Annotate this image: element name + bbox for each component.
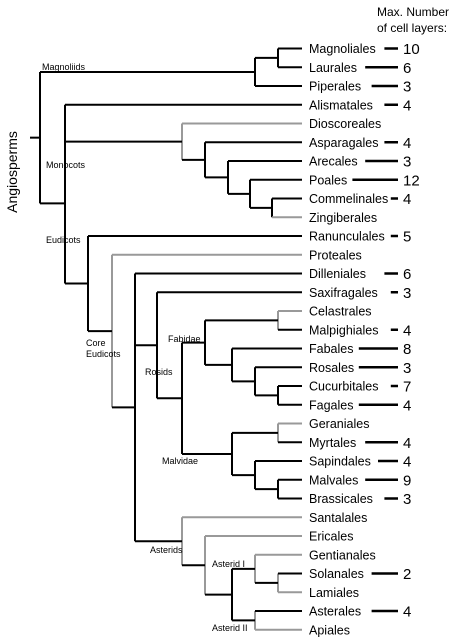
layer-count: 5 bbox=[403, 229, 411, 246]
layer-count: 6 bbox=[403, 266, 411, 283]
taxon-label: Apiales bbox=[309, 623, 350, 637]
taxon-label: Piperales bbox=[309, 80, 361, 94]
layer-count: 4 bbox=[403, 454, 411, 471]
taxon-label: Arecales bbox=[309, 155, 358, 169]
taxon-label: Fabales bbox=[309, 342, 353, 356]
taxon-label: Asparagales bbox=[309, 136, 379, 150]
taxon-label: Ranunculales bbox=[309, 230, 385, 244]
taxon-label: Lamiales bbox=[309, 586, 359, 600]
taxa-list: Magnoliales 10 Laurales 6 Piperales 3 Alismata… bbox=[309, 41, 420, 637]
clade-label-asterid-2: Asterid II bbox=[212, 623, 248, 633]
layer-count: 3 bbox=[403, 154, 411, 171]
layer-count: 4 bbox=[403, 322, 411, 339]
clade-label-core-line2: Eudicots bbox=[86, 349, 121, 359]
clade-label-monocots: Monocots bbox=[46, 160, 86, 170]
layer-count: 4 bbox=[403, 97, 411, 114]
layer-count: 9 bbox=[403, 472, 411, 489]
taxon-label: Rosales bbox=[309, 361, 354, 375]
clade-label-eudicots: Eudicots bbox=[46, 235, 81, 245]
taxon-label: Brassicales bbox=[309, 492, 373, 506]
layer-count: 4 bbox=[403, 191, 411, 208]
layer-count: 12 bbox=[403, 172, 420, 189]
clade-label-rosids: Rosids bbox=[145, 367, 173, 377]
taxon-label: Proteales bbox=[309, 248, 362, 262]
layer-count: 6 bbox=[403, 60, 411, 77]
taxon-label: Asterales bbox=[309, 605, 361, 619]
clade-label-asterids: Asterids bbox=[150, 545, 183, 555]
taxon-label: Fagales bbox=[309, 398, 353, 412]
taxon-label: Gentianales bbox=[309, 548, 376, 562]
taxon-label: Malpighiales bbox=[309, 323, 378, 337]
taxon-label: Saxifragales bbox=[309, 286, 378, 300]
taxon-label: Cucurbitales bbox=[309, 380, 378, 394]
taxon-label: Solanales bbox=[309, 567, 364, 581]
layer-count: 3 bbox=[403, 491, 411, 508]
layer-count: 3 bbox=[403, 79, 411, 96]
taxon-label: Laurales bbox=[309, 61, 357, 75]
tree-branches bbox=[30, 47, 302, 631]
taxon-label: Magnoliales bbox=[309, 42, 376, 56]
layer-count: 4 bbox=[403, 604, 411, 621]
layer-count: 8 bbox=[403, 341, 411, 358]
layer-count: 3 bbox=[403, 360, 411, 377]
layer-count: 4 bbox=[403, 397, 411, 414]
layer-count: 3 bbox=[403, 285, 411, 302]
clade-label-core-line1: Core bbox=[86, 338, 106, 348]
taxon-label: Santalales bbox=[309, 511, 367, 525]
taxon-label: Dioscoreales bbox=[309, 117, 381, 131]
root-label: Angiosperms bbox=[4, 131, 20, 213]
layer-count: 10 bbox=[403, 41, 420, 58]
taxon-label: Dilleniales bbox=[309, 267, 366, 281]
taxon-label: Sapindales bbox=[309, 455, 371, 469]
clade-label-magnoliids: Magnoliids bbox=[42, 62, 86, 72]
layer-count: 7 bbox=[403, 379, 411, 396]
clade-label-malvidae: Malvidae bbox=[162, 456, 198, 466]
layer-count: 2 bbox=[403, 566, 411, 583]
taxon-label: Celastrales bbox=[309, 305, 372, 319]
taxon-label: Ericales bbox=[309, 530, 353, 544]
layer-count-bars bbox=[352, 47, 398, 613]
layer-count: 4 bbox=[403, 135, 411, 152]
clade-label-fabidae: Fabidae bbox=[168, 334, 201, 344]
taxon-label: Geraniales bbox=[309, 417, 369, 431]
header-line-1: Max. Number bbox=[377, 5, 449, 19]
header-line-2: of cell layers: bbox=[377, 21, 447, 35]
taxon-label: Poales bbox=[309, 173, 347, 187]
taxon-label: Malvales bbox=[309, 473, 358, 487]
clade-label-asterid-1: Asterid I bbox=[212, 559, 245, 569]
taxon-label: Myrtales bbox=[309, 436, 356, 450]
taxon-label: Commelinales bbox=[309, 192, 388, 206]
taxon-label: Zingiberales bbox=[309, 211, 377, 225]
taxon-label: Alismatales bbox=[309, 98, 373, 112]
layer-count: 4 bbox=[403, 435, 411, 452]
